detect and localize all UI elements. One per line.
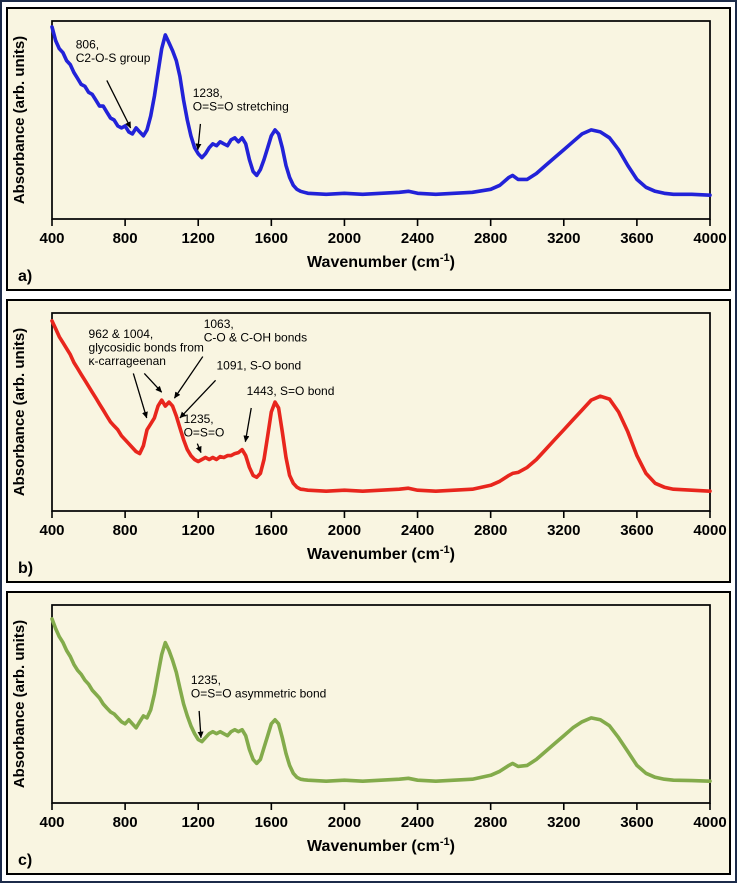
x-tick-label: 400: [39, 522, 64, 539]
x-tick-label: 1600: [255, 522, 288, 539]
annotation-text: κ-carrageenan: [89, 354, 166, 368]
x-tick-label: 800: [113, 814, 138, 831]
x-tick-label: 2400: [401, 230, 434, 247]
spectrum-curve-b: [50, 319, 712, 493]
annotation-text: 1063,: [204, 317, 234, 331]
annotation-text: O=S=O asymmetric bond: [191, 687, 326, 701]
x-tick-label: 4000: [693, 814, 726, 831]
x-tick-label: 1200: [182, 522, 215, 539]
x-tick-label: 2800: [474, 814, 507, 831]
panel-c: 400 800 1200 1600 2000 2400 2800 3200 3600 4000 12…: [6, 591, 731, 875]
x-axis-label: Wavenumber (cm-1): [307, 252, 455, 271]
x-tick-label: 800: [113, 522, 138, 539]
y-axis-label: Absorbance (arb. units): [11, 36, 28, 204]
annotation-text: 1091, S-O bond: [217, 358, 302, 372]
x-tick-label: 4000: [693, 230, 726, 247]
x-tick-label: 2800: [474, 522, 507, 539]
x-tick-label: 400: [39, 814, 64, 831]
annotation-arrow: [195, 443, 202, 454]
x-tick-label: 2000: [328, 230, 361, 247]
x-tick-label: 3600: [620, 230, 653, 247]
x-tick-label: 2000: [328, 522, 361, 539]
annotation-text: 1235,: [184, 412, 214, 426]
annotation-arrow: [197, 710, 204, 739]
x-tick-label: 1200: [182, 230, 215, 247]
spectrum-plot-c: 400 800 1200 1600 2000 2400 2800 3200 3600 4000 12…: [11, 604, 727, 869]
x-tick-label: 2400: [401, 522, 434, 539]
annotation-text: 1443, S=O bond: [247, 384, 335, 398]
x-tick-label: 2400: [401, 814, 434, 831]
plot-frame: [51, 604, 711, 804]
annotation-text: C2-O-S group: [76, 51, 151, 65]
plot-frame: [51, 20, 711, 220]
x-tick-label: 400: [39, 230, 64, 247]
annotation-arrow: [173, 356, 204, 399]
x-tick-label: 4000: [693, 522, 726, 539]
x-tick-label: 2000: [328, 814, 361, 831]
annotation-arrow: [243, 407, 252, 443]
annotation-text: C-O & C-OH bonds: [204, 330, 307, 344]
panel-letter-c: c): [18, 852, 32, 869]
annotation-text: O=S=O stretching: [193, 100, 289, 114]
x-tick-label: 1600: [255, 814, 288, 831]
x-tick-label: 3600: [620, 522, 653, 539]
panel-a: 400 800 1200 1600 2000 2400 2800 3200 3600 4000 80…: [6, 7, 731, 291]
plot-frame: [51, 312, 711, 512]
annotation-arrow: [195, 123, 202, 151]
panel-b: 400 800 1200 1600 2000 2400 2800 3200 3600 4000 96…: [6, 299, 731, 583]
annotation-text: glycosidic bonds from: [89, 340, 204, 354]
x-tick-label: 1200: [182, 814, 215, 831]
spectrum-plot-b: 400 800 1200 1600 2000 2400 2800 3200 3600 4000 96…: [11, 312, 727, 577]
spectrum-chart-b: 400 800 1200 1600 2000 2400 2800 3200 3600 4000 96…: [10, 303, 729, 579]
annotation-arrow: [143, 372, 163, 393]
x-axis-label: Wavenumber (cm-1): [307, 544, 455, 563]
spectrum-plot-a: 400 800 1200 1600 2000 2400 2800 3200 3600 4000 80…: [11, 20, 727, 285]
x-tick-label: 3200: [547, 230, 580, 247]
figure: 400 800 1200 1600 2000 2400 2800 3200 3600 4000 80…: [6, 7, 731, 875]
x-tick-label: 1600: [255, 230, 288, 247]
x-tick-label: 800: [113, 230, 138, 247]
panel-letter-a: a): [18, 268, 32, 285]
panel-letter-b: b): [18, 560, 33, 577]
x-tick-label: 3600: [620, 814, 653, 831]
x-tick-label: 2800: [474, 230, 507, 247]
spectrum-chart-c: 400 800 1200 1600 2000 2400 2800 3200 3600 4000 12…: [10, 595, 729, 871]
spectrum-curve-c: [50, 617, 712, 783]
annotation-arrow: [106, 80, 132, 129]
annotation-text: 1238,: [193, 86, 223, 100]
y-axis-label: Absorbance (arb. units): [11, 328, 28, 496]
annotation-text: O=S=O: [184, 425, 225, 439]
x-tick-label: 3200: [547, 814, 580, 831]
annotation-arrow: [132, 373, 148, 419]
annotation-arrow: [179, 379, 217, 419]
y-axis-label: Absorbance (arb. units): [11, 620, 28, 788]
spectrum-curve-a: [50, 25, 712, 197]
x-tick-label: 3200: [547, 522, 580, 539]
spectrum-chart-a: 400 800 1200 1600 2000 2400 2800 3200 3600 4000 80…: [10, 11, 729, 287]
annotation-text: 1235,: [191, 673, 221, 687]
annotation-text: 806,: [76, 38, 99, 52]
annotation-text: 962 & 1004,: [89, 327, 154, 341]
x-axis-label: Wavenumber (cm-1): [307, 836, 455, 855]
